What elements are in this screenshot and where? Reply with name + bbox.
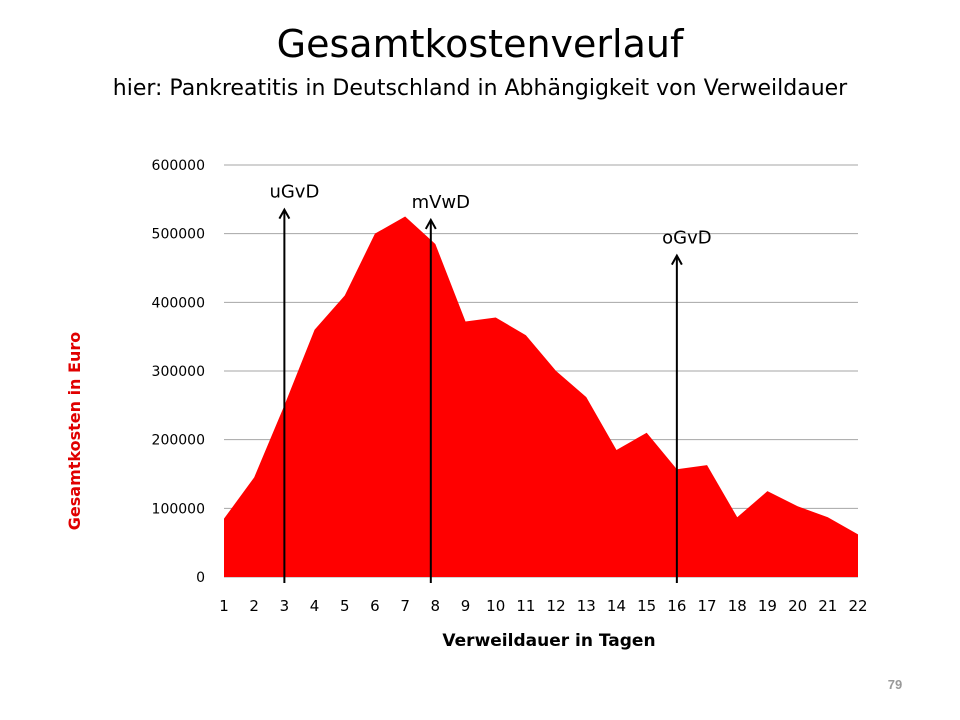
x-tick-label: 22 xyxy=(848,597,867,615)
y-tick-label: 200000 xyxy=(152,433,205,449)
annotation-label: oGvD xyxy=(662,228,711,249)
y-tick-label: 300000 xyxy=(152,364,205,380)
x-tick-label: 9 xyxy=(461,597,471,615)
arrow-head xyxy=(670,253,683,266)
x-tick-label: 10 xyxy=(486,597,505,615)
annotation-ugvd-arrow: uGvD xyxy=(269,182,319,583)
x-tick-label: 6 xyxy=(370,597,380,615)
x-tick-label: 4 xyxy=(310,597,320,615)
x-tick-label: 20 xyxy=(788,597,807,615)
x-tick-label: 3 xyxy=(280,597,290,615)
x-tick-label: 11 xyxy=(516,597,535,615)
page-number: 79 xyxy=(887,677,903,692)
arrow-head xyxy=(278,207,291,220)
y-tick-labels: 0 100000 200000 300000 400000 500000 600000 xyxy=(152,158,205,586)
slide-subtitle: hier: Pankreatitis in Deutschland in Abh… xyxy=(112,76,848,101)
x-tick-label: 21 xyxy=(818,597,837,615)
area-fill xyxy=(224,216,858,577)
slide-title: Gesamtkostenverlauf xyxy=(276,22,684,66)
arrow-head xyxy=(424,217,437,230)
x-tick-label: 5 xyxy=(340,597,350,615)
annotation-ogvd-arrow: oGvD xyxy=(662,228,712,583)
x-axis-label: Verweildauer in Tagen xyxy=(442,631,655,651)
annotation-label: uGvD xyxy=(269,182,319,203)
x-tick-label: 8 xyxy=(431,597,441,615)
y-tick-label: 400000 xyxy=(152,295,205,311)
x-tick-label: 16 xyxy=(667,597,686,615)
x-tick-label: 17 xyxy=(698,597,717,615)
annotation-label: mVwD xyxy=(412,192,470,213)
x-tick-label: 15 xyxy=(637,597,656,615)
y-axis-label: Gesamtkosten in Euro xyxy=(65,332,84,530)
x-tick-label: 1 xyxy=(219,597,229,615)
x-tick-labels: 1 2 3 4 5 6 7 8 9 10 11 12 13 14 15 16 17 18 19 20 21 22 xyxy=(219,597,867,615)
x-tick-label: 12 xyxy=(547,597,566,615)
x-tick-label: 18 xyxy=(728,597,747,615)
annotation-mvwd-arrow: mVwD xyxy=(412,192,470,583)
x-tick-label: 2 xyxy=(249,597,259,615)
x-tick-label: 7 xyxy=(400,597,410,615)
y-tick-label: 100000 xyxy=(152,501,205,517)
x-tick-label: 13 xyxy=(577,597,596,615)
annotations: uGvD mVwD oGvD xyxy=(269,182,712,583)
y-tick-label: 500000 xyxy=(152,227,205,243)
y-tick-label: 0 xyxy=(196,570,205,586)
x-tick-label: 14 xyxy=(607,597,626,615)
x-tick-label: 19 xyxy=(758,597,777,615)
area-series xyxy=(224,216,858,577)
y-tick-label: 600000 xyxy=(152,158,205,174)
